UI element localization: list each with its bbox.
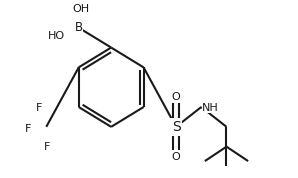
Text: HO: HO (48, 31, 65, 41)
Text: F: F (35, 103, 42, 113)
Text: F: F (25, 124, 32, 134)
Text: OH: OH (72, 4, 89, 14)
Text: F: F (44, 142, 50, 152)
Text: B: B (75, 21, 83, 34)
Text: O: O (172, 152, 180, 162)
Text: S: S (172, 120, 180, 134)
Text: NH: NH (202, 103, 219, 113)
Text: O: O (172, 92, 180, 102)
